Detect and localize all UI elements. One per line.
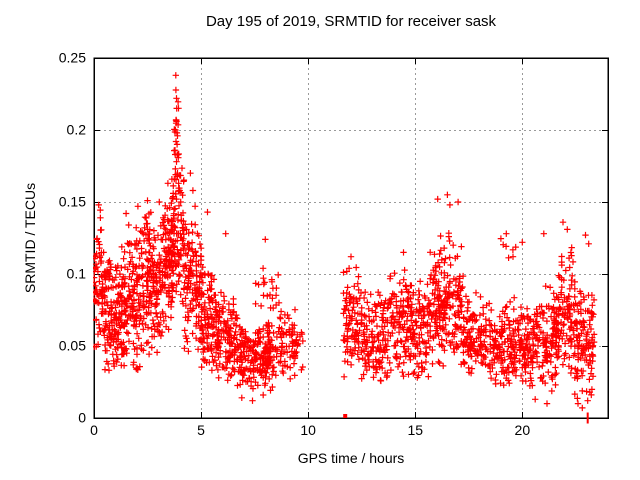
- y-tick-label: 0.15: [59, 194, 86, 210]
- y-axis-label: SRMTID / TECUs: [22, 182, 38, 294]
- axis-marker-vbar: [586, 412, 589, 424]
- axis-markers: [343, 412, 589, 424]
- x-tick-label: 20: [515, 422, 531, 438]
- scatter-points: [93, 72, 598, 412]
- y-tick-label: 0.2: [67, 122, 87, 138]
- y-tick-labels: 0 0.05 0.1 0.15 0.2 0.25: [59, 50, 86, 426]
- chart-title: Day 195 of 2019, SRMTID for receiver sas…: [205, 13, 497, 30]
- x-tick-label: 5: [197, 422, 205, 438]
- x-tick-labels: 0 5 10 15 20: [90, 422, 530, 438]
- y-tick-label: 0.1: [67, 266, 87, 282]
- y-tick-label: 0.05: [59, 338, 86, 354]
- x-tick-label: 10: [300, 422, 316, 438]
- y-tick-label: 0: [78, 410, 86, 426]
- x-axis-label: GPS time / hours: [297, 450, 405, 466]
- x-tick-label: 15: [407, 422, 423, 438]
- y-tick-label: 0.25: [59, 50, 86, 66]
- axis-marker-square: [343, 414, 348, 418]
- x-tick-label: 0: [90, 422, 98, 438]
